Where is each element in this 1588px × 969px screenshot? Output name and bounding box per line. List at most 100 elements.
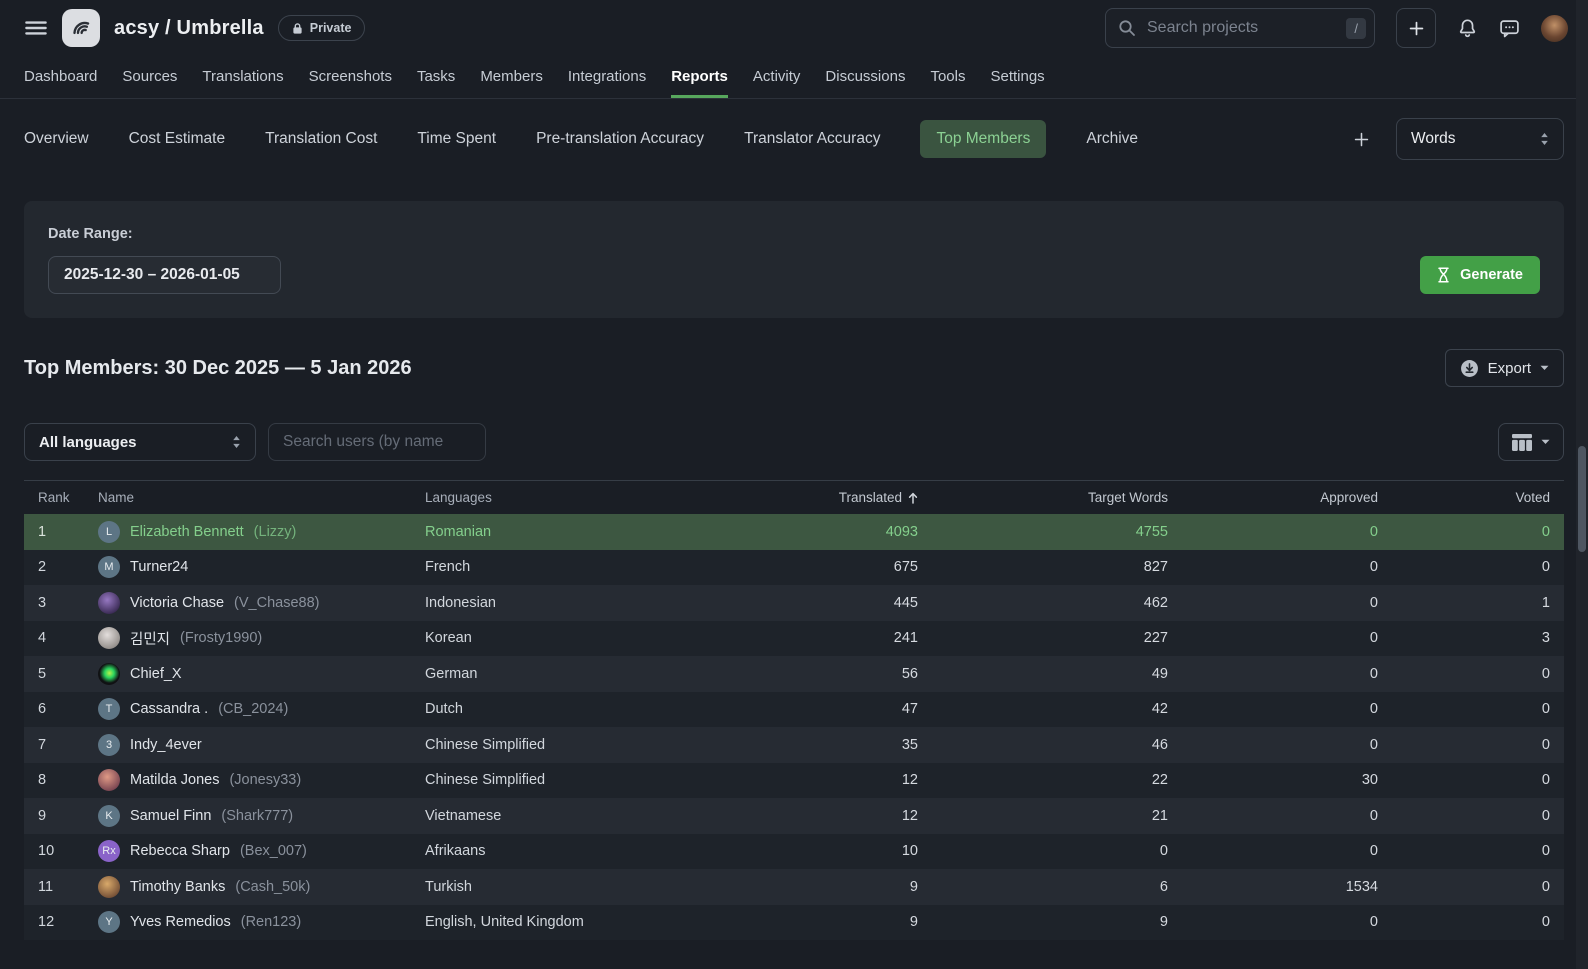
nav-item-settings[interactable]: Settings bbox=[990, 68, 1045, 85]
messages-button[interactable] bbox=[1499, 18, 1520, 39]
languages-cell: Chinese Simplified bbox=[425, 772, 546, 789]
member-name[interactable]: Chief_X bbox=[130, 665, 182, 682]
report-tab-time-spent[interactable]: Time Spent bbox=[417, 130, 497, 147]
languages-cell: Chinese Simplified bbox=[425, 736, 546, 753]
project-search[interactable]: / bbox=[1105, 8, 1375, 48]
notifications-button[interactable] bbox=[1457, 18, 1478, 39]
table-row[interactable]: 4 김민지 (Frosty1990) Korean 241 227 0 3 bbox=[24, 620, 1564, 656]
add-report-button[interactable] bbox=[1353, 131, 1370, 148]
scrollbar-track[interactable] bbox=[1576, 0, 1588, 969]
table-row[interactable]: 2 M Turner24 French 675 827 0 0 bbox=[24, 549, 1564, 585]
report-tab-overview[interactable]: Overview bbox=[24, 130, 89, 147]
column-header-target-words[interactable]: Target Words bbox=[1087, 490, 1168, 505]
project-logo[interactable] bbox=[62, 9, 100, 47]
languages-cell: Vietnamese bbox=[425, 807, 502, 824]
rank-cell: 7 bbox=[38, 736, 47, 753]
column-header-name[interactable]: Name bbox=[98, 490, 135, 505]
target-words-cell: 21 bbox=[1151, 807, 1168, 824]
nav-item-sources[interactable]: Sources bbox=[122, 68, 178, 85]
report-tab-translation-cost[interactable]: Translation Cost bbox=[265, 130, 378, 147]
table-row[interactable]: 6 T Cassandra . (CB_2024) Dutch 47 42 0 0 bbox=[24, 691, 1564, 727]
column-header-voted[interactable]: Voted bbox=[1515, 490, 1550, 505]
nav-item-integrations[interactable]: Integrations bbox=[567, 68, 647, 85]
columns-toggle-button[interactable] bbox=[1498, 423, 1564, 461]
approved-cell: 0 bbox=[1369, 523, 1378, 540]
search-input[interactable] bbox=[1145, 18, 1338, 38]
column-header-approved[interactable]: Approved bbox=[1320, 490, 1378, 505]
date-range-input[interactable]: 2025-12-30 – 2026-01-05 bbox=[48, 256, 281, 294]
nav-item-screenshots[interactable]: Screenshots bbox=[308, 68, 392, 85]
nav-item-reports[interactable]: Reports bbox=[671, 56, 728, 98]
member-name[interactable]: Victoria Chase bbox=[130, 594, 225, 611]
rank-cell: 9 bbox=[38, 807, 47, 824]
report-tab-translator-accuracy[interactable]: Translator Accuracy bbox=[744, 130, 881, 147]
member-name[interactable]: Cassandra . bbox=[130, 701, 209, 718]
menu-icon[interactable] bbox=[24, 16, 48, 40]
member-name[interactable]: Matilda Jones bbox=[130, 772, 220, 789]
report-unit-select[interactable]: Words bbox=[1396, 118, 1564, 160]
private-badge: Private bbox=[277, 15, 366, 41]
user-search-input[interactable] bbox=[268, 423, 486, 461]
header-actions: / bbox=[1105, 8, 1568, 48]
table-row[interactable]: 9 K Samuel Finn (Shark777) Vietnamese 12 21 0 0 bbox=[24, 798, 1564, 834]
table-row[interactable]: 5 Chief_X German 56 49 0 0 bbox=[24, 656, 1564, 692]
member-name[interactable]: Turner24 bbox=[130, 559, 189, 576]
target-words-cell: 462 bbox=[1143, 594, 1168, 611]
column-header-rank[interactable]: Rank bbox=[38, 490, 70, 505]
generate-button[interactable]: Generate bbox=[1420, 256, 1540, 294]
voted-cell: 0 bbox=[1541, 523, 1550, 540]
member-name[interactable]: Samuel Finn bbox=[130, 807, 212, 824]
target-words-cell: 46 bbox=[1151, 736, 1168, 753]
nav-item-dashboard[interactable]: Dashboard bbox=[24, 68, 98, 85]
member-name[interactable]: Elizabeth Bennett bbox=[130, 523, 244, 540]
rank-cell: 6 bbox=[38, 701, 47, 718]
member-username: (V_Chase88) bbox=[234, 594, 320, 611]
add-project-button[interactable] bbox=[1396, 8, 1436, 48]
avatar bbox=[98, 662, 120, 685]
nav-item-tasks[interactable]: Tasks bbox=[416, 68, 456, 85]
table-row[interactable]: 11 Timothy Banks (Cash_50k) Turkish 9 6 1534 0 bbox=[24, 869, 1564, 905]
member-name[interactable]: 김민지 bbox=[130, 631, 171, 648]
voted-cell: 0 bbox=[1541, 772, 1550, 789]
user-avatar[interactable] bbox=[1541, 14, 1568, 42]
nav-item-tools[interactable]: Tools bbox=[930, 68, 966, 85]
table-row[interactable]: 1 L Elizabeth Bennett (Lizzy) Romanian 4093 47… bbox=[24, 514, 1564, 550]
chevron-updown-icon bbox=[233, 436, 240, 448]
approved-cell: 30 bbox=[1361, 772, 1378, 789]
avatar: K bbox=[98, 804, 120, 827]
target-words-cell: 9 bbox=[1159, 914, 1168, 931]
report-tab-archive[interactable]: Archive bbox=[1086, 130, 1139, 147]
column-header-translated[interactable]: Translated bbox=[822, 490, 932, 505]
nav-item-activity[interactable]: Activity bbox=[752, 68, 801, 85]
table-row[interactable]: 8 Matilda Jones (Jonesy33) Chinese Simplifi… bbox=[24, 762, 1564, 798]
target-words-cell: 4755 bbox=[1135, 523, 1168, 540]
rank-cell: 2 bbox=[38, 559, 47, 576]
voted-cell: 0 bbox=[1541, 807, 1550, 824]
column-header-languages[interactable]: Languages bbox=[425, 490, 492, 505]
name-cell: T Cassandra . (CB_2024) bbox=[98, 698, 425, 721]
report-tab-cost-estimate[interactable]: Cost Estimate bbox=[128, 130, 226, 147]
nav-item-discussions[interactable]: Discussions bbox=[825, 68, 906, 85]
approved-cell: 0 bbox=[1369, 843, 1378, 860]
member-name[interactable]: Rebecca Sharp bbox=[130, 843, 230, 860]
report-tab-top-members[interactable]: Top Members bbox=[920, 120, 1047, 158]
app-header: acsy / Umbrella Private / bbox=[0, 0, 1588, 56]
translated-cell: 56 bbox=[901, 665, 918, 682]
member-name[interactable]: Indy_4ever bbox=[130, 736, 202, 753]
scrollbar-thumb[interactable] bbox=[1578, 446, 1586, 552]
nav-item-translations[interactable]: Translations bbox=[202, 68, 284, 85]
table-row[interactable]: 12 Y Yves Remedios (Ren123) English, United … bbox=[24, 904, 1564, 940]
results-header: Top Members: 30 Dec 2025 — 5 Jan 2026 Ex… bbox=[24, 349, 1564, 387]
table-row[interactable]: 3 Victoria Chase (V_Chase88) Indonesian 445 4… bbox=[24, 585, 1564, 621]
language-filter-select[interactable]: All languages bbox=[24, 423, 256, 461]
nav-item-members[interactable]: Members bbox=[480, 68, 543, 85]
member-name[interactable]: Yves Remedios bbox=[130, 914, 231, 931]
translated-cell: 35 bbox=[901, 736, 918, 753]
report-tab-pre-translation-accuracy[interactable]: Pre-translation Accuracy bbox=[536, 130, 705, 147]
rank-cell: 11 bbox=[38, 878, 54, 895]
target-words-cell: 49 bbox=[1151, 665, 1168, 682]
table-row[interactable]: 7 3 Indy_4ever Chinese Simplified 35 46 0 0 bbox=[24, 727, 1564, 763]
member-name[interactable]: Timothy Banks bbox=[130, 878, 226, 895]
table-row[interactable]: 10 Rx Rebecca Sharp (Bex_007) Afrikaans 10 0 0 0 bbox=[24, 833, 1564, 869]
export-button[interactable]: Export bbox=[1444, 349, 1564, 387]
